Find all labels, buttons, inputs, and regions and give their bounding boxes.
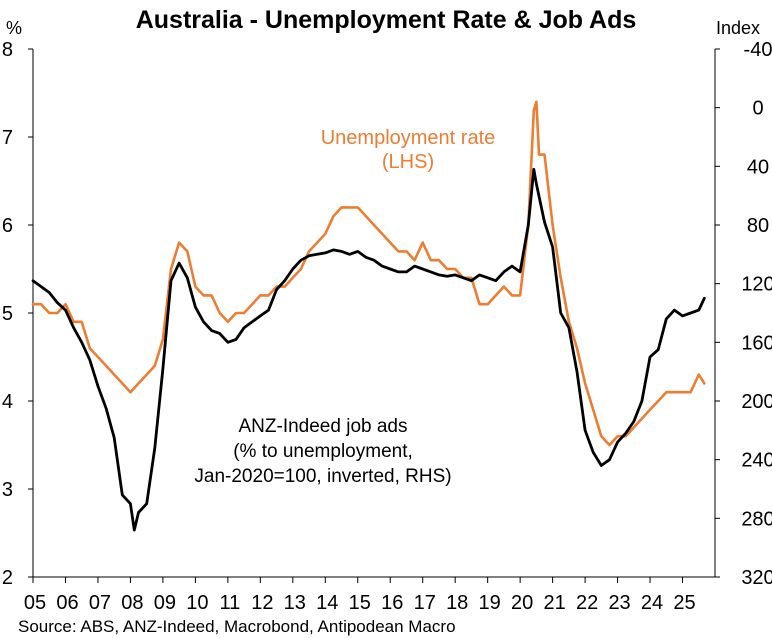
series-layer [31, 100, 706, 532]
right-tick-label: -40 [744, 39, 772, 61]
x-tick-label: 14 [316, 592, 338, 614]
x-tick-label: 19 [479, 592, 501, 614]
left-tick-label: 2 [2, 567, 13, 589]
left-tick-label: 4 [2, 391, 13, 413]
right-tick-label: 120 [741, 274, 772, 296]
x-tick-label: 16 [381, 592, 403, 614]
left-tick-label: 8 [2, 39, 13, 61]
unemployment-annotation-line-1: Unemployment rate [321, 127, 496, 149]
x-tick-label: 21 [543, 592, 565, 614]
left-tick-label: 7 [2, 127, 13, 149]
right-axis: -40 0 40 80 120 160 200 240 280 320 [715, 39, 772, 589]
x-axis: 05 06 07 08 09 10 11 12 13 14 15 16 17 18 19 20 21 22 23 24… [24, 577, 696, 614]
left-axis-unit: % [6, 18, 22, 38]
x-tick-label: 23 [608, 592, 630, 614]
x-tick-label: 25 [673, 592, 695, 614]
x-tick-label: 22 [576, 592, 598, 614]
job-ads-annotation-line-1: ANZ-Indeed job ads [239, 416, 408, 437]
job-ads-line [31, 167, 706, 532]
right-tick-label: 200 [741, 391, 772, 413]
left-tick-label: 5 [2, 303, 13, 325]
right-tick-label: 160 [741, 332, 772, 354]
right-tick-label: 80 [747, 215, 769, 237]
left-axis: 2 3 4 5 6 7 8 [2, 39, 33, 589]
right-axis-unit: Index [716, 18, 760, 38]
x-tick-label: 17 [414, 592, 436, 614]
x-tick-label: 15 [349, 592, 371, 614]
x-tick-label: 18 [446, 592, 468, 614]
right-tick-label: 240 [741, 450, 772, 472]
x-tick-label: 06 [56, 592, 78, 614]
job-ads-annotation-line-3: Jan-2020=100, inverted, RHS) [194, 466, 451, 487]
unemployment-rate-line [31, 100, 706, 447]
x-tick-label: 13 [284, 592, 306, 614]
x-tick-label: 20 [511, 592, 533, 614]
x-tick-label: 05 [24, 592, 46, 614]
source-note: Source: ABS, ANZ-Indeed, Macrobond, Anti… [18, 617, 456, 636]
x-tick-label: 24 [641, 592, 663, 614]
job-ads-annotation: ANZ-Indeed job ads (% to unemployment, J… [194, 416, 451, 487]
right-tick-label: 0 [752, 98, 763, 120]
unemployment-annotation: Unemployment rate (LHS) [321, 127, 496, 173]
job-ads-annotation-line-2: (% to unemployment, [233, 441, 413, 462]
chart-title: Australia - Unemployment Rate & Job Ads [136, 6, 637, 34]
right-tick-label: 280 [741, 508, 772, 530]
x-tick-label: 08 [121, 592, 143, 614]
x-tick-label: 09 [154, 592, 176, 614]
x-tick-label: 07 [89, 592, 111, 614]
x-tick-label: 10 [186, 592, 208, 614]
left-tick-label: 3 [2, 479, 13, 501]
x-tick-label: 11 [219, 592, 240, 614]
x-tick-label: 12 [251, 592, 273, 614]
unemployment-annotation-line-2: (LHS) [382, 151, 434, 173]
left-tick-label: 6 [2, 215, 13, 237]
right-tick-label: 320 [741, 567, 772, 589]
right-tick-label: 40 [747, 156, 769, 178]
